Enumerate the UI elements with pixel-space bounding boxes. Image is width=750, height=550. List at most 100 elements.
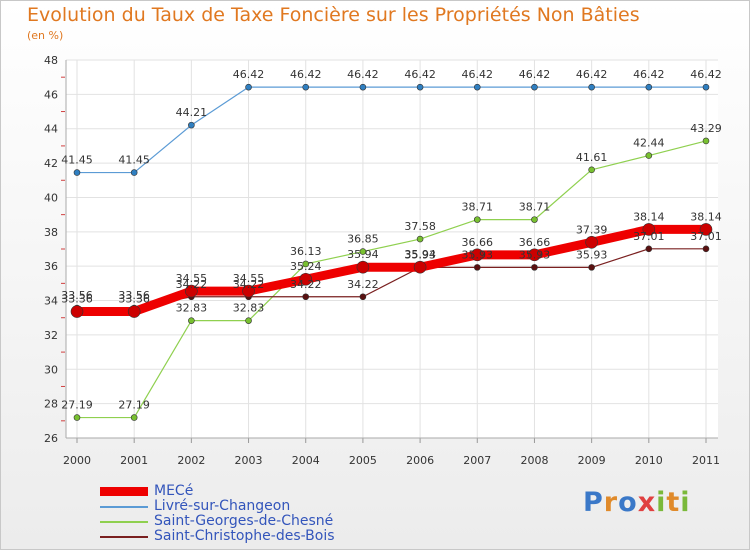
data-label: 38.14 [690,210,722,223]
data-point [645,152,653,159]
data-point [699,223,713,236]
data-point [531,83,538,91]
data-label: 33.36 [61,293,93,306]
y-tick-label: 46 [44,88,58,101]
x-tick-label: 2011 [692,454,720,467]
data-label: 34.22 [176,278,208,291]
data-label: 46.42 [404,68,436,81]
data-label: 35.93 [404,248,436,261]
data-point [585,235,598,249]
logo-letter: o [618,487,638,518]
data-point [188,317,195,324]
data-point [302,260,310,268]
data-label: 35.93 [576,248,608,261]
data-point [416,83,424,91]
logo-letter: P [583,487,604,518]
y-tick-label: 26 [44,432,58,445]
data-label: 33.56 [61,289,93,302]
data-label: 46.42 [233,68,265,81]
data-label: 37.01 [690,230,722,243]
data-point [299,272,313,286]
data-label: 36.13 [290,245,322,258]
data-point [588,83,595,91]
data-label: 35.93 [462,248,494,261]
data-point [70,305,84,318]
data-point [702,83,710,91]
data-label: 35.93 [519,248,551,261]
data-point [245,317,252,324]
y-tick-label: 42 [44,157,58,170]
data-label: 34.55 [233,272,265,285]
data-labels: 41.45 41.45 44.21 46.42 46.42 46.42 46.42 46.42… [61,68,722,411]
x-tick-label: 2006 [406,454,434,467]
data-point [359,83,367,91]
y-tick-label: 30 [44,363,58,376]
chart-title: Evolution du Taux de Taxe Foncière sur l… [27,4,640,26]
data-label: 44.21 [176,106,208,119]
data-label: 38.14 [633,210,665,223]
data-point [531,264,538,271]
y-tick-label: 34 [44,295,58,308]
data-point [302,83,310,91]
axes: 26 28 30 32 34 36 38 40 42 44 46 48 2000 2001 2002 2003… [44,54,720,467]
data-label: 36.85 [347,233,379,246]
data-point [645,245,653,253]
data-point [359,293,367,301]
y-tick-label: 28 [44,398,58,411]
data-label: 35.94 [404,248,436,261]
legend-swatch-saint-georges [100,521,148,523]
data-label: 36.66 [462,236,494,249]
data-label: 41.45 [61,154,93,167]
x-tick-label: 2000 [63,454,91,467]
legend-label-livre: Livré-sur-Changeon [154,498,291,514]
logo-letter: i [680,487,691,518]
data-label: 46.42 [633,68,665,81]
data-label: 27.19 [118,399,150,412]
data-point [73,169,81,176]
data-point [588,264,595,271]
data-point [473,264,481,271]
y-tick-label: 38 [44,226,58,239]
grid [66,59,718,439]
data-point [416,235,424,243]
x-tick-label: 2005 [349,454,377,467]
series-line [77,86,706,174]
plot-area [66,60,718,438]
data-label: 41.61 [576,151,608,164]
data-label: 38.71 [462,201,494,214]
legend-label-saint-georges: Saint-Georges-de-Chesné [154,513,334,529]
data-label: 37.01 [633,230,665,243]
data-point [356,260,370,274]
logo-letter: r [603,487,619,518]
data-label: 27.19 [61,399,93,412]
x-tick-label: 2007 [463,454,491,467]
data-point [470,248,484,262]
x-tick-label: 2004 [292,454,320,467]
data-point [185,284,198,298]
legend-item-mece: MECé [100,483,440,499]
data-point [702,137,710,145]
data-point [130,169,138,176]
data-point [73,414,81,421]
data-label: 38.71 [519,201,551,214]
x-tick-label: 2003 [235,454,263,467]
y-tick-label: 48 [44,54,58,67]
data-label: 42.44 [633,137,665,150]
y-tick-label: 40 [44,191,58,204]
data-label: 46.42 [576,68,608,81]
data-point [702,245,710,253]
data-point [528,248,541,262]
data-point [130,414,138,421]
data-label: 46.42 [347,68,379,81]
data-label: 36.66 [519,236,551,249]
x-tick-label: 2001 [120,454,148,467]
data-point [242,284,255,298]
legend-swatch-livre [100,506,148,508]
data-point [413,260,427,274]
data-label: 35.94 [347,248,379,261]
data-label: 33.56 [118,289,150,302]
data-label: 33.36 [118,293,150,306]
y-tick-label: 44 [44,123,58,136]
x-tick-label: 2008 [520,454,548,467]
